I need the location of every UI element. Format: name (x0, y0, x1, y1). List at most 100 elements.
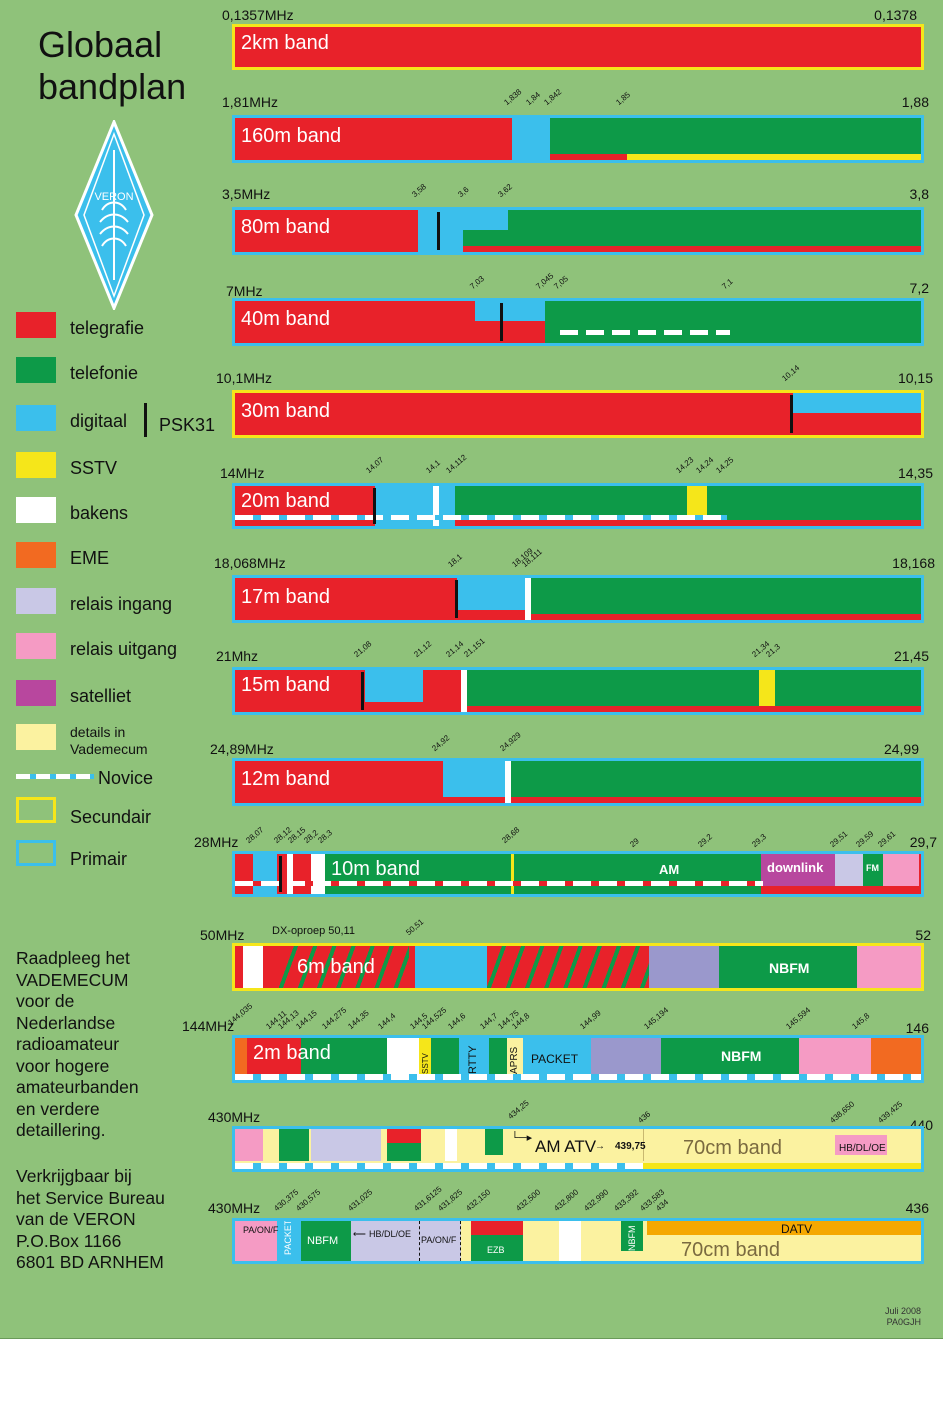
dx-call-label: DX-oproep 50,11 (272, 925, 355, 937)
tick-label: 145,194 (642, 1005, 671, 1031)
tick-label: 14,25 (714, 455, 736, 475)
repeater-output-segment (235, 1129, 263, 1161)
band-15m: 15m band (232, 667, 924, 715)
arrow-icon: → (595, 1141, 605, 1152)
title-line-2: bandplan (38, 66, 187, 107)
tick-label: 14,23 (674, 455, 696, 475)
band-80m: 80m band (232, 207, 924, 255)
band-start-freq: 14MHz (220, 465, 265, 481)
band-end-freq: 21,45 (893, 648, 929, 664)
psk31-marker (437, 212, 440, 250)
phone-segment (485, 1129, 503, 1155)
band-end-freq: 14,35 (897, 465, 933, 481)
band-start-freq: 144MHz (182, 1018, 235, 1034)
mixed-segment (487, 946, 649, 988)
band-70cm-secondary: PA/ON/F PACKET NBFM ⟵ HB/DL/OE PA/ON/F E… (232, 1218, 924, 1264)
tick-label: 21,12 (412, 639, 434, 659)
sstv-label: SSTV (421, 1053, 430, 1074)
nbfm-label: NBFM (769, 960, 810, 976)
legend-label: relais uitgang (70, 639, 178, 659)
repeater-input-segment (311, 1129, 381, 1161)
tick-label: 14,1 (424, 458, 442, 475)
hb-dl-oe-segment (835, 1135, 887, 1155)
legend-label: satelliet (70, 686, 132, 706)
phone-segment (387, 1143, 421, 1161)
tick-label: 10,14 (780, 363, 802, 383)
downlink-label: downlink (767, 860, 824, 875)
tick-label: 145,594 (784, 1005, 813, 1031)
address-line: 6801 BD ARNHEM (16, 1252, 164, 1272)
aprs-segment (507, 1038, 523, 1074)
tick-label: 432,800 (552, 1187, 581, 1213)
nbfm-segment (301, 1221, 351, 1261)
phone-segment (550, 118, 921, 154)
band-start-freq: 50MHz (200, 927, 245, 943)
note-line: VADEMECUM (16, 969, 129, 990)
digital-segment (475, 301, 545, 321)
bakens-swatch (16, 497, 56, 523)
tick-label: 29,51 (828, 829, 850, 849)
atv-arrow: └─▸ (511, 1132, 533, 1144)
phone-segment (508, 210, 921, 246)
band-30m: 30m band (232, 390, 924, 438)
psk31-marker (500, 303, 503, 341)
address-note: Verkrijgbaar bij het Service Bureau van … (16, 1166, 165, 1274)
tick-label: 28,3 (316, 828, 334, 845)
tick-label: 7,1 (720, 276, 735, 291)
tick-label: 29,3 (750, 832, 768, 849)
tick-label: 21,08 (352, 639, 374, 659)
tick-label: 21,151 (462, 636, 487, 659)
band-2km: 2km band (232, 24, 924, 70)
telefonie-swatch (16, 357, 56, 383)
digital-segment (418, 210, 463, 252)
tick-label: 14,112 (444, 452, 469, 475)
band-name: 17m band (241, 586, 330, 608)
band-name: 10m band (331, 858, 420, 880)
hb-dl-oe-segment (351, 1221, 419, 1261)
novice-swatch (16, 774, 94, 779)
phone-segment (467, 670, 921, 706)
sstv-segment (759, 670, 775, 706)
band-end-freq: 436 (905, 1200, 929, 1216)
legend-digitaal: digitaal PSK31 (16, 403, 246, 437)
novice-strip (235, 515, 727, 520)
band-name: 160m band (241, 125, 342, 147)
vademecum-note: Raadpleeg het VADEMECUM voor de Nederlan… (16, 948, 139, 1142)
secundair-swatch (16, 797, 56, 823)
address-line: van de VERON (16, 1209, 136, 1229)
note-line: Raadpleeg het (16, 948, 130, 968)
band-40m: 40m band (232, 298, 924, 346)
phone-segment (545, 301, 921, 343)
digitaal-swatch (16, 405, 56, 431)
band-name: 2m band (253, 1042, 331, 1064)
address-line: Verkrijgbaar bij (16, 1166, 132, 1186)
relais-ingang-swatch (16, 588, 56, 614)
telegrafie-swatch (16, 312, 56, 338)
tick-label: 1,84 (524, 90, 542, 107)
band-start-freq: 7MHz (226, 283, 263, 299)
am-atv-freq: 439,75 (615, 1141, 646, 1152)
tick-label: 24,92 (430, 733, 452, 753)
logo-text: VERON (94, 191, 133, 203)
tick-label: 14,24 (694, 455, 716, 475)
phone-segment (325, 854, 761, 894)
eme-swatch (16, 542, 56, 568)
band-start-freq: 28MHz (194, 834, 239, 850)
fm-segment (863, 854, 883, 886)
tick-label: 144,7 (478, 1011, 500, 1031)
tick-label: 1,838 (502, 87, 524, 107)
band-name: 15m band (241, 674, 330, 696)
legend-label: Novice (98, 768, 154, 788)
band-start-freq: 10,1MHz (216, 370, 273, 386)
fm-label: FM (866, 863, 879, 873)
band-end-freq: 29,7 (909, 834, 937, 850)
nbfm-segment (621, 1221, 643, 1251)
band-end-freq: 7,2 (909, 280, 929, 296)
psk31-marker (361, 672, 364, 710)
tick-label: 432,990 (582, 1187, 611, 1213)
tick-label: 431,025 (346, 1187, 375, 1213)
tick-label: 432,150 (464, 1187, 493, 1213)
band-name: 2km band (241, 32, 329, 54)
veron-logo-icon: VERON (74, 120, 154, 310)
note-line: detaillering. (16, 1120, 106, 1140)
